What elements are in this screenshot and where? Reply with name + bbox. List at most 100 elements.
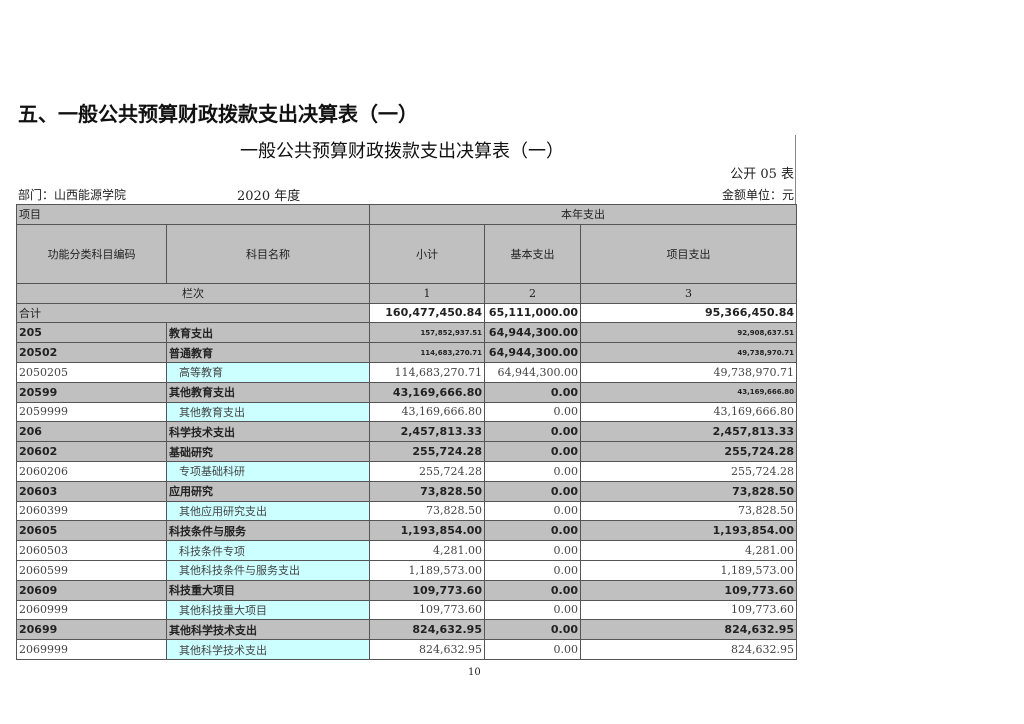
table-row: 206 科学技术支出 2,457,813.33 0.00 2,457,813.33 <box>16 421 798 443</box>
cell-basic: 0.00 <box>484 480 581 502</box>
cell-subtotal: 157,852,937.51 <box>369 322 485 344</box>
page-number: 10 <box>468 667 481 678</box>
section-heading: 五、一般公共预算财政拨款支出决算表（一） <box>18 102 418 126</box>
cell-basic: 0.00 <box>484 421 581 443</box>
cell-code: 2060599 <box>16 559 167 581</box>
cell-name: 其他教育支出 <box>166 381 370 403</box>
cell-code: 2050205 <box>16 361 167 383</box>
cell-code: 20699 <box>16 619 167 641</box>
cell-name: 科技条件专项 <box>166 540 370 561</box>
cell-subtotal: 114,683,270.71 <box>369 342 485 363</box>
cell-project: 255,724.28 <box>579 460 798 482</box>
cell-basic: 0.00 <box>484 579 581 601</box>
table-row: 2059999 其他教育支出 43,169,666.80 0.00 43,169,666… <box>16 401 798 423</box>
cell-subtotal: 1,193,854.00 <box>369 520 485 542</box>
cell-name: 其他科技重大项目 <box>166 599 370 621</box>
fiscal-year: 2020 年度 <box>237 189 301 204</box>
cell-code: 2069999 <box>16 639 167 660</box>
cell-subtotal: 824,632.95 <box>369 639 485 660</box>
col-2: 2 <box>484 282 581 304</box>
table-row: 2060206 专项基础科研 255,724.28 0.00 255,724.28 <box>16 460 798 482</box>
header-current-year: 本年支出 <box>368 204 798 225</box>
cell-name: 教育支出 <box>166 322 370 344</box>
total-subtotal: 160,477,450.84 <box>369 302 485 324</box>
cell-subtotal: 43,169,666.80 <box>369 381 485 403</box>
cell-name: 专项基础科研 <box>166 460 370 482</box>
cell-code: 2059999 <box>16 401 167 423</box>
cell-project: 2,457,813.33 <box>579 421 798 443</box>
cell-subtotal: 255,724.28 <box>369 441 485 462</box>
cell-subtotal: 824,632.95 <box>369 619 485 641</box>
table-row: 20699 其他科学技术支出 824,632.95 0.00 824,632.95 <box>16 619 798 641</box>
cell-code: 2060399 <box>16 500 167 522</box>
table-row: 2060599 其他科技条件与服务支出 1,189,573.00 0.00 1,189,… <box>16 559 798 581</box>
cell-code: 20609 <box>16 579 167 601</box>
table-row: 20502 普通教育 114,683,270.71 64,944,300.00 49,7… <box>16 342 798 363</box>
cell-basic: 0.00 <box>484 599 581 621</box>
cell-project: 43,169,666.80 <box>579 401 798 423</box>
cell-project: 43,169,666.80 <box>579 381 798 403</box>
cell-code: 20502 <box>16 342 167 363</box>
cell-basic: 0.00 <box>484 460 581 482</box>
col-1: 1 <box>369 282 485 304</box>
cell-basic: 0.00 <box>484 381 581 403</box>
cell-name: 其他应用研究支出 <box>166 500 370 522</box>
cell-subtotal: 73,828.50 <box>369 480 485 502</box>
cell-name: 其他科学技术支出 <box>166 619 370 641</box>
cell-basic: 0.00 <box>484 401 581 423</box>
cell-subtotal: 43,169,666.80 <box>369 401 485 423</box>
department: 部门：山西能源学院 <box>18 188 127 202</box>
cell-code: 206 <box>16 421 167 443</box>
cell-code: 2060206 <box>16 460 167 482</box>
cell-subtotal: 109,773.60 <box>369 599 485 621</box>
cell-basic: 0.00 <box>484 441 581 462</box>
divider <box>795 135 796 205</box>
header-basic: 基本支出 <box>484 223 581 284</box>
cell-code: 20605 <box>16 520 167 542</box>
cell-basic: 0.00 <box>484 520 581 542</box>
cell-name: 其他科学技术支出 <box>166 639 370 660</box>
table-row: 2060399 其他应用研究支出 73,828.50 0.00 73,828.50 <box>16 500 798 522</box>
table-row: 20599 其他教育支出 43,169,666.80 0.00 43,169,666.8… <box>16 381 798 403</box>
cell-name: 其他科技条件与服务支出 <box>166 559 370 581</box>
cell-basic: 0.00 <box>484 540 581 561</box>
cell-basic: 64,944,300.00 <box>484 361 581 383</box>
cell-subtotal: 114,683,270.71 <box>369 361 485 383</box>
table-row: 2060999 其他科技重大项目 109,773.60 0.00 109,773.60 <box>16 599 798 621</box>
cell-project: 255,724.28 <box>579 441 798 462</box>
cell-project: 1,189,573.00 <box>579 559 798 581</box>
cell-project: 824,632.95 <box>579 619 798 641</box>
table-row: 20602 基础研究 255,724.28 0.00 255,724.28 <box>16 441 798 462</box>
cell-basic: 0.00 <box>484 639 581 660</box>
cell-subtotal: 4,281.00 <box>369 540 485 561</box>
cell-project: 1,193,854.00 <box>579 520 798 542</box>
total-row: 合计 160,477,450.84 65,111,000.00 95,366,450.… <box>16 302 798 324</box>
cell-name: 科技重大项目 <box>166 579 370 601</box>
table-row: 2050205 高等教育 114,683,270.71 64,944,300.00 49… <box>16 361 798 383</box>
header-subtotal: 小计 <box>369 223 485 284</box>
table-row: 20609 科技重大项目 109,773.60 0.00 109,773.60 <box>16 579 798 601</box>
cell-subtotal: 109,773.60 <box>369 579 485 601</box>
cell-project: 49,738,970.71 <box>579 342 798 363</box>
cell-basic: 0.00 <box>484 559 581 581</box>
header-item: 项目 <box>16 204 370 225</box>
col-3: 3 <box>579 282 798 304</box>
cell-project: 49,738,970.71 <box>579 361 798 383</box>
cell-basic: 64,944,300.00 <box>484 342 581 363</box>
cell-name: 基础研究 <box>166 441 370 462</box>
total-project: 95,366,450.84 <box>579 302 798 324</box>
cell-name: 科技条件与服务 <box>166 520 370 542</box>
cell-name: 科学技术支出 <box>166 421 370 443</box>
cell-basic: 64,944,300.00 <box>484 322 581 344</box>
table-number: 公开 05 表 <box>730 167 794 182</box>
cell-name: 应用研究 <box>166 480 370 502</box>
cell-subtotal: 255,724.28 <box>369 460 485 482</box>
cell-code: 20602 <box>16 441 167 462</box>
cell-project: 109,773.60 <box>579 599 798 621</box>
cell-code: 20603 <box>16 480 167 502</box>
table-row: 205 教育支出 157,852,937.51 64,944,300.00 92,908… <box>16 322 798 344</box>
cell-basic: 0.00 <box>484 500 581 522</box>
table-row: 20603 应用研究 73,828.50 0.00 73,828.50 <box>16 480 798 502</box>
cell-project: 73,828.50 <box>579 500 798 522</box>
header-project: 项目支出 <box>579 223 798 284</box>
